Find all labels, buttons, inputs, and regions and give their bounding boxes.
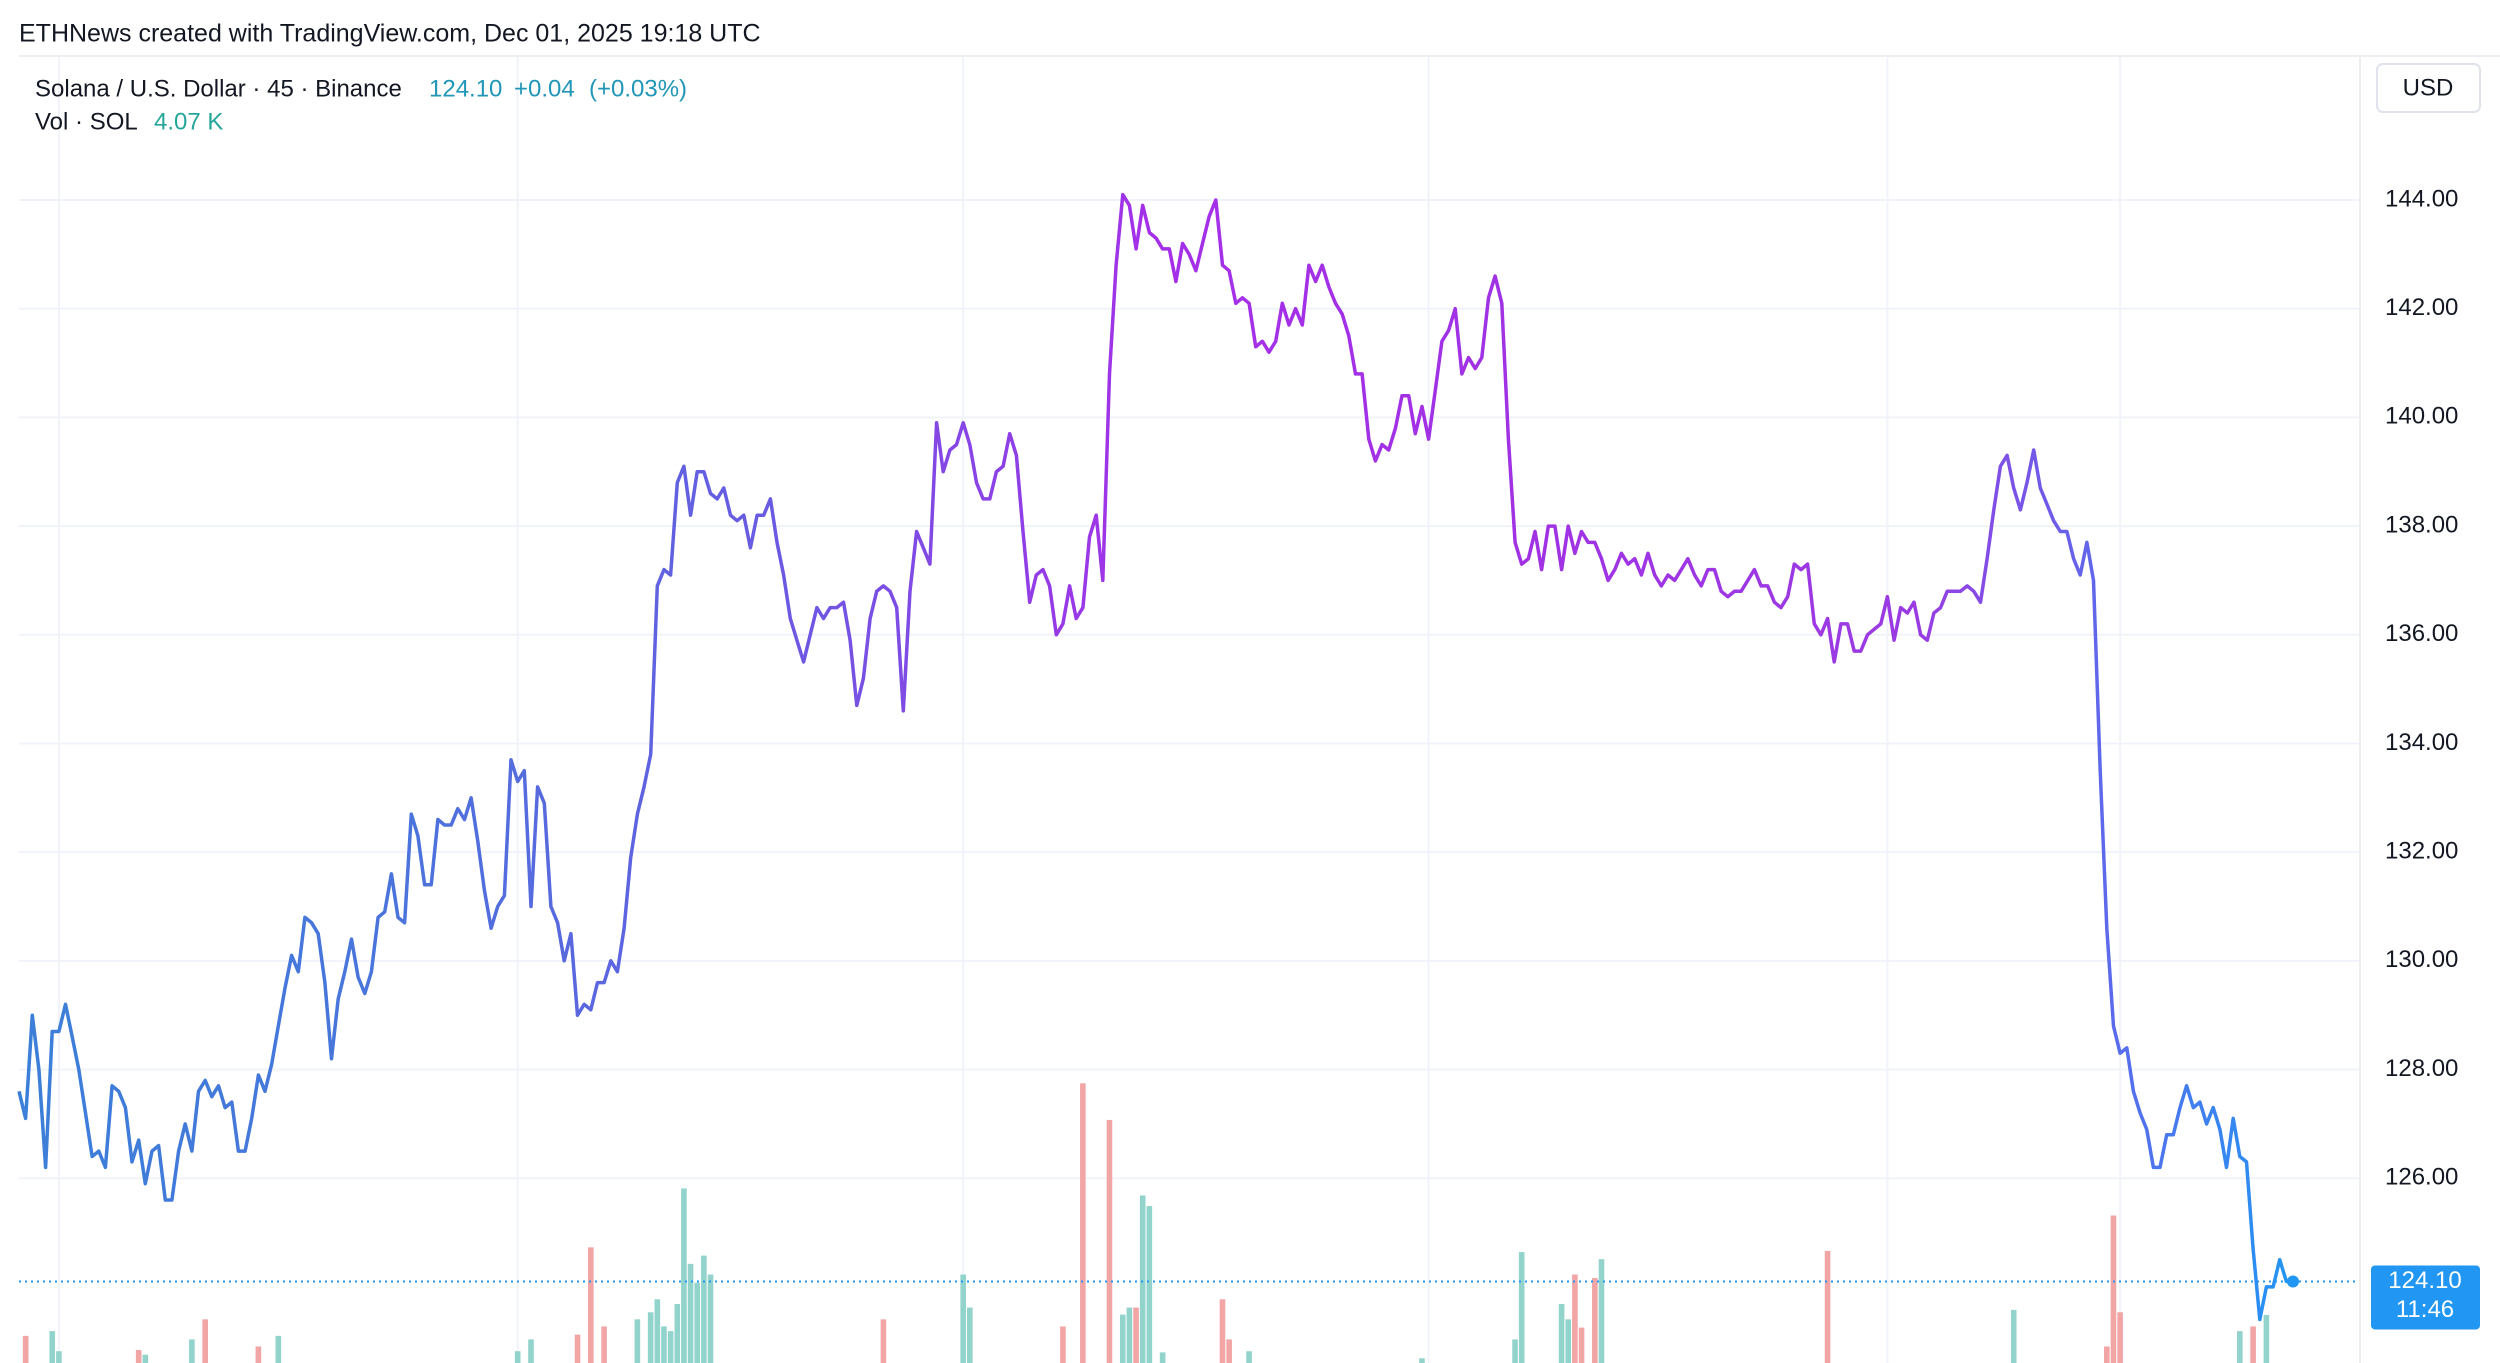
y-tick-label: 126.00	[2385, 1164, 2458, 1191]
volume-bar	[707, 1274, 714, 1363]
volume-bar	[1419, 1358, 1425, 1363]
last-price-label: 124.10	[2388, 1267, 2461, 1294]
volume-bar	[2237, 1331, 2243, 1363]
volume-bar	[681, 1188, 687, 1363]
volume-bar	[647, 1312, 654, 1363]
y-tick-label: 130.00	[2385, 946, 2458, 973]
volume-bar	[275, 1335, 282, 1363]
volume-bar	[1824, 1250, 1831, 1363]
symbol: Solana / U.S. Dollar · 45 · Binance	[35, 75, 402, 102]
y-tick-label: 142.00	[2385, 294, 2458, 321]
currency[interactable]: USD	[2403, 74, 2454, 101]
volume-bar	[1219, 1299, 1226, 1363]
volume-bar	[1226, 1339, 1232, 1363]
volume-bar	[56, 1351, 62, 1363]
volume-bar	[1139, 1195, 1146, 1363]
volume-bar	[588, 1247, 594, 1363]
y-tick-label: 128.00	[2385, 1055, 2458, 1082]
volume-bar	[49, 1331, 56, 1363]
volume-bar	[1106, 1119, 1113, 1363]
volume-bar	[1558, 1304, 1565, 1363]
volume-bar	[1133, 1307, 1139, 1363]
volume-bar	[1159, 1352, 1166, 1363]
volume-bar	[22, 1335, 29, 1363]
y-tick-label: 134.00	[2385, 729, 2458, 756]
volume-bar	[1518, 1252, 1525, 1363]
volume-bar	[634, 1319, 641, 1363]
volume-bar	[2263, 1314, 2270, 1363]
volume-bar	[661, 1326, 667, 1363]
volume-last: 4.07 K	[154, 108, 223, 135]
volume-bar	[574, 1334, 581, 1363]
volume-bar	[1246, 1351, 1252, 1363]
volume-bar	[880, 1319, 887, 1363]
y-tick-label: 140.00	[2385, 403, 2458, 430]
volume-bar	[687, 1263, 694, 1363]
volume-bar	[667, 1331, 674, 1363]
attribution: ETHNews created with TradingView.com, De…	[19, 20, 761, 48]
countdown: 11:46	[2396, 1296, 2454, 1323]
volume-bar	[1512, 1339, 1518, 1363]
volume-bar	[1592, 1278, 1598, 1363]
volume-bar	[1572, 1274, 1578, 1363]
volume-bar	[2110, 1215, 2117, 1363]
volume-bar	[528, 1339, 534, 1363]
volume-title: Vol · SOL	[35, 108, 138, 135]
volume-bar	[1126, 1307, 1133, 1363]
volume-bar	[694, 1282, 701, 1363]
legend-change: +0.04	[514, 75, 575, 102]
volume-bar	[1598, 1259, 1605, 1363]
volume-bar	[142, 1354, 149, 1363]
volume-bar	[255, 1346, 262, 1363]
price-line	[17, 192, 2293, 1322]
y-tick-label: 136.00	[2385, 620, 2458, 647]
last-point	[2287, 1275, 2299, 1288]
volume-bar	[1578, 1327, 1585, 1363]
y-tick-label: 138.00	[2385, 511, 2458, 538]
y-tick-label: 132.00	[2385, 837, 2458, 864]
volume-bar	[967, 1307, 973, 1363]
volume-bar	[1146, 1206, 1153, 1363]
volume-bar	[1080, 1083, 1086, 1363]
last-price-tag	[2371, 1265, 2480, 1330]
volume-bar	[1119, 1314, 1126, 1363]
legend-change-pct: (+0.03%)	[589, 75, 687, 102]
volume-bar	[189, 1339, 195, 1363]
volume-bar	[2104, 1346, 2110, 1363]
volume-bar	[960, 1274, 966, 1363]
legend-price: 124.10	[429, 75, 502, 102]
volume-bar	[514, 1351, 521, 1363]
volume-bar	[654, 1299, 661, 1363]
volume-bar	[601, 1326, 607, 1363]
volume-bar	[202, 1319, 208, 1363]
y-tick-label: 144.00	[2385, 185, 2458, 212]
volume-bar	[2010, 1309, 2017, 1363]
volume-bar	[1565, 1319, 1572, 1363]
volume-bar	[701, 1255, 707, 1363]
currency-button[interactable]	[2376, 63, 2481, 113]
volume-bar	[2117, 1312, 2123, 1363]
volume-bar	[674, 1304, 681, 1363]
volume-bar	[2250, 1326, 2256, 1363]
volume-bar	[135, 1350, 142, 1363]
volume-bar	[1060, 1326, 1066, 1363]
